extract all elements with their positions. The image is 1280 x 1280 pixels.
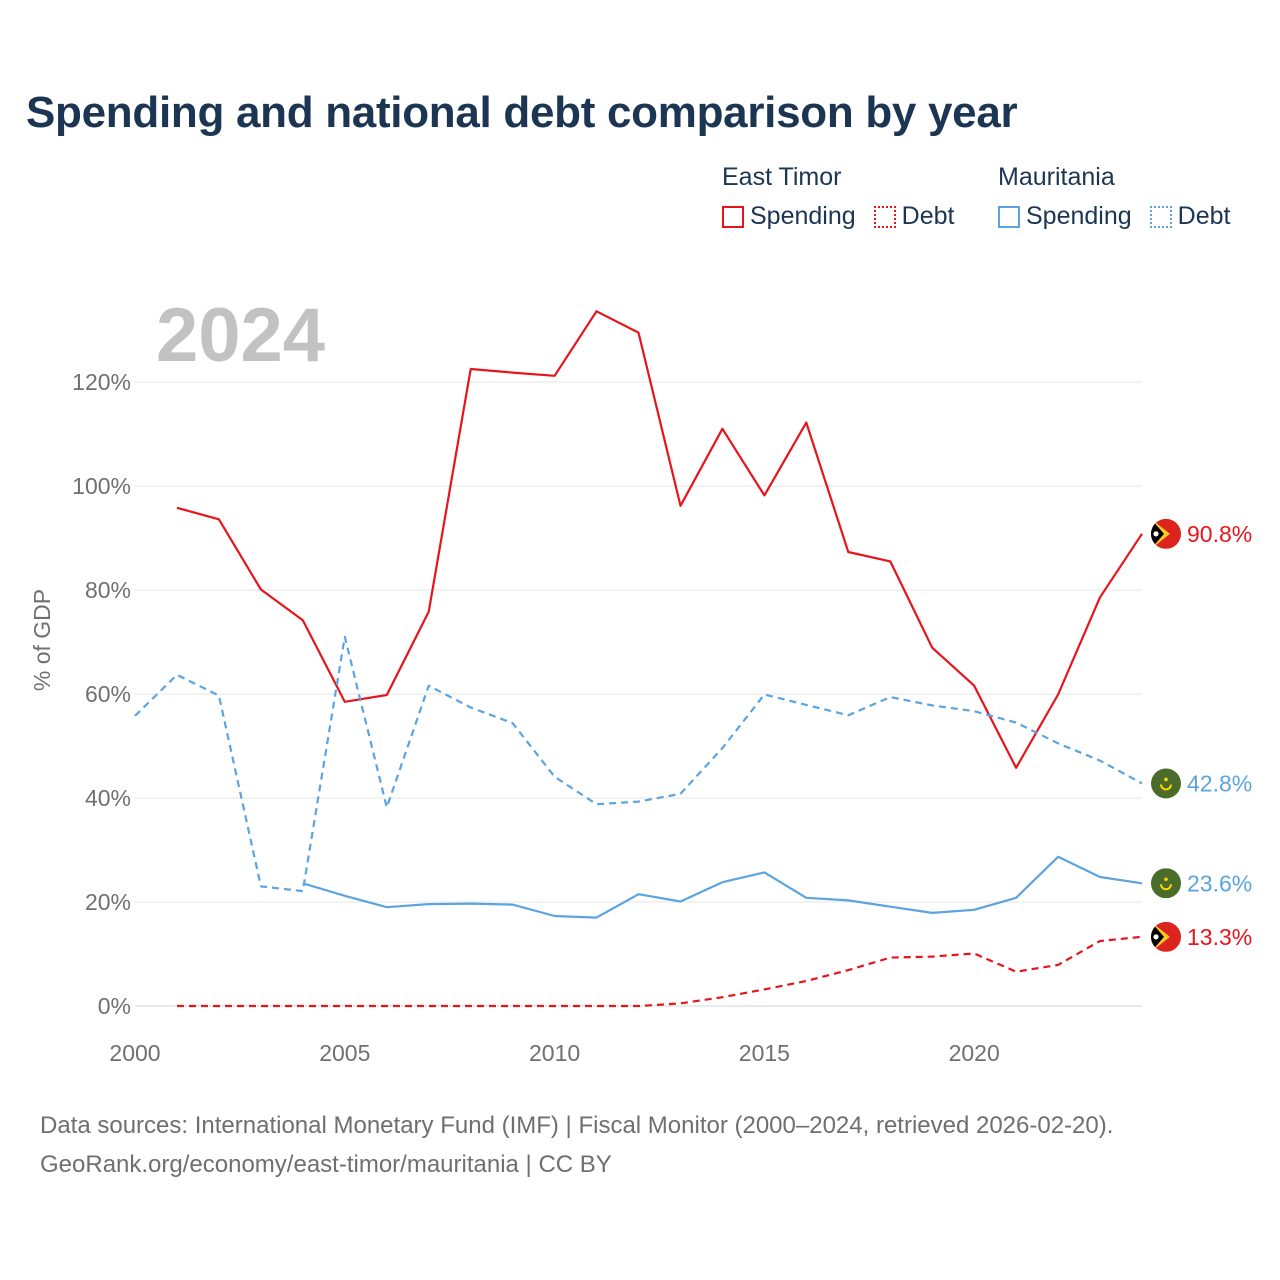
legend-group-mauritania: Mauritania Spending Debt (998, 160, 1248, 231)
flag-body (1151, 768, 1181, 799)
mauritania-flag-icon (1151, 768, 1181, 799)
y-axis-label: % of GDP (29, 589, 55, 691)
legend-group-title: East Timor (722, 163, 842, 191)
legend-label: Spending (1026, 202, 1132, 230)
end-value-label: 13.3% (1187, 924, 1252, 950)
legend-label: Debt (1177, 202, 1231, 230)
legend-group-east-timor: East Timor Spending Debt (722, 160, 972, 231)
x-tick-label: 2000 (109, 1040, 160, 1066)
legend-label: Debt (901, 202, 955, 230)
flag-star (1153, 531, 1159, 537)
legend-swatch-dotted (873, 205, 896, 228)
series-line-east-timor-debt (177, 935, 1143, 1008)
y-tick-label: 100% (72, 473, 131, 499)
legend-item-mauritania-spending[interactable]: Spending (998, 202, 1132, 231)
flag-star (1164, 777, 1168, 782)
x-tick-label: 2020 (949, 1040, 1000, 1066)
end-value-label: 23.6% (1187, 870, 1252, 896)
legend-swatch-solid (998, 205, 1020, 228)
series-line-east-timor-spending (176, 310, 1143, 769)
legend-label: Spending (750, 202, 856, 230)
east-timor-flag-icon (1151, 518, 1181, 549)
source-url-text: GeoRank.org/economy/east-timor/mauritani… (40, 1151, 612, 1178)
footer: Data sources: International Monetary Fun… (40, 1106, 1113, 1184)
flag-crescent (1160, 884, 1172, 891)
flag-star (1164, 877, 1168, 882)
y-tick-label: 40% (85, 785, 131, 811)
flag-body (1151, 518, 1181, 549)
y-tick-label: 80% (85, 577, 131, 603)
flag-body (1151, 868, 1181, 899)
end-value-label: 90.8% (1187, 521, 1252, 547)
chart-title: Spending and national debt comparison by… (26, 88, 1018, 137)
flag-crescent (1160, 784, 1172, 791)
legend-group-title: Mauritania (998, 163, 1115, 191)
east-timor-flag-icon (1151, 921, 1181, 952)
data-sources-text: Data sources: International Monetary Fun… (40, 1112, 1114, 1139)
x-tick-label: 2005 (319, 1040, 370, 1066)
legend-item-east-timor-spending[interactable]: Spending (722, 202, 856, 231)
y-tick-label: 20% (85, 889, 131, 915)
flag-star (1153, 934, 1159, 940)
year-watermark: 2024 (156, 293, 326, 378)
legend-swatch-dotted (1149, 205, 1172, 228)
flag-field (1151, 768, 1181, 799)
series-line-mauritania-debt (134, 635, 1143, 893)
y-tick-label: 60% (85, 681, 131, 707)
x-tick-label: 2015 (739, 1040, 790, 1066)
series-line-mauritania-spending (302, 855, 1143, 919)
y-tick-label: 0% (98, 993, 131, 1019)
legend-item-mauritania-debt[interactable]: Debt (1149, 202, 1231, 231)
flag-body (1151, 921, 1181, 952)
flag-field (1151, 868, 1181, 899)
y-tick-label: 120% (72, 369, 131, 395)
x-tick-label: 2010 (529, 1040, 580, 1066)
end-value-label: 42.8% (1187, 770, 1252, 796)
legend-swatch-solid (722, 205, 744, 228)
mauritania-flag-icon (1151, 868, 1181, 899)
legend-item-east-timor-debt[interactable]: Debt (873, 202, 955, 231)
